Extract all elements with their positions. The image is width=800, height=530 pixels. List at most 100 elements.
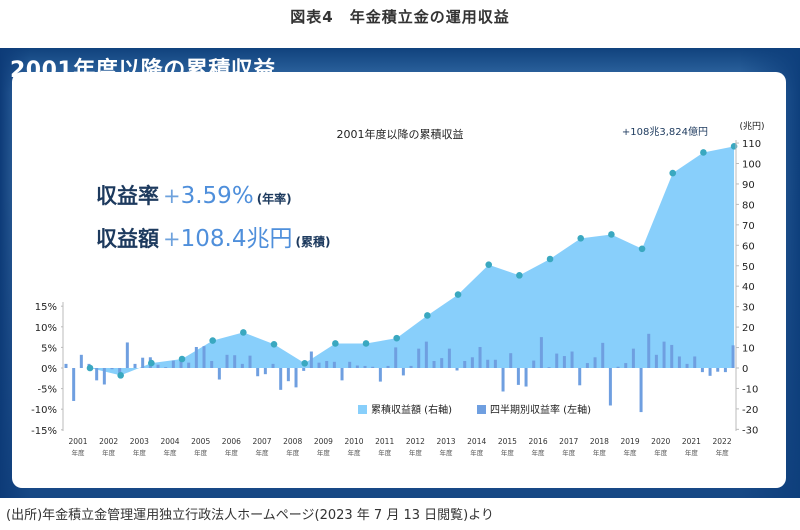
cumulative-point xyxy=(700,149,707,156)
return-amount-plus: + xyxy=(163,227,181,251)
quarterly-return-bar xyxy=(639,368,643,413)
x-axis-year-label: 2017 xyxy=(559,437,578,446)
x-axis-year-label: 2003 xyxy=(130,437,149,446)
quarterly-return-bar xyxy=(187,362,191,368)
x-axis-year-label: 2008 xyxy=(283,437,302,446)
x-axis-suffix-label: 年度 xyxy=(716,448,730,457)
quarterly-return-bar xyxy=(616,366,620,368)
cumulative-point xyxy=(117,372,124,379)
return-rate-value: 3.59% xyxy=(180,183,254,209)
x-axis-suffix-label: 年度 xyxy=(286,448,300,457)
quarterly-return-bar xyxy=(723,368,727,373)
quarterly-return-bar xyxy=(608,368,612,406)
x-axis-year-label: 2015 xyxy=(498,437,517,446)
right-axis-tick-label: 110 xyxy=(742,139,761,150)
return-amount-note: (累積) xyxy=(295,235,331,249)
right-axis-tick-label: 60 xyxy=(742,241,755,252)
return-rate-plus: + xyxy=(163,184,181,208)
quarterly-return-bar xyxy=(631,348,635,368)
x-axis-year-label: 2006 xyxy=(222,437,241,446)
right-axis-tick-label: 20 xyxy=(742,323,755,334)
quarterly-return-bar xyxy=(125,342,129,368)
quarterly-return-bar xyxy=(417,348,421,368)
quarterly-return-bar xyxy=(647,333,651,368)
legend-swatch-bar xyxy=(477,405,486,414)
quarterly-return-bar xyxy=(447,348,451,368)
quarterly-return-bar xyxy=(455,368,459,371)
quarterly-return-bar xyxy=(256,368,260,377)
x-axis-suffix-label: 年度 xyxy=(593,448,607,457)
right-axis-tick-label: 90 xyxy=(742,180,755,191)
quarterly-return-bar xyxy=(294,368,298,388)
quarterly-return-bar xyxy=(654,354,658,368)
x-axis-year-label: 2012 xyxy=(406,437,425,446)
cumulative-point xyxy=(240,329,247,336)
quarterly-return-bar xyxy=(386,365,390,368)
right-axis-tick-label: 100 xyxy=(742,160,761,171)
x-axis-year-label: 2020 xyxy=(651,437,670,446)
quarterly-return-bar xyxy=(72,368,76,401)
right-axis-unit: (兆円) xyxy=(739,121,764,132)
quarterly-return-bar xyxy=(363,365,367,368)
quarterly-return-bar xyxy=(555,353,559,368)
quarterly-return-bar xyxy=(570,351,574,368)
cumulative-point xyxy=(608,231,615,238)
quarterly-return-bar xyxy=(263,368,267,375)
quarterly-return-bar xyxy=(79,354,83,368)
return-rate-note: (年率) xyxy=(256,192,292,206)
right-axis-tick-label: 80 xyxy=(742,200,755,211)
return-amount-label: 収益額 xyxy=(96,227,159,251)
cumulative-points xyxy=(86,143,738,379)
x-axis-suffix-label: 年度 xyxy=(470,448,484,457)
x-axis-suffix-label: 年度 xyxy=(654,448,668,457)
x-axis-year-label: 2021 xyxy=(682,437,701,446)
quarterly-return-bar xyxy=(693,356,697,368)
x-axis-year-label: 2004 xyxy=(160,437,179,446)
cumulative-point xyxy=(209,337,216,344)
return-rate-stat: 収益率 +3.59% (年率) xyxy=(96,180,292,210)
left-axis-tick-label: 15% xyxy=(35,302,57,313)
cumulative-point xyxy=(86,364,94,372)
quarterly-return-bar xyxy=(355,365,359,368)
cumulative-point xyxy=(546,255,554,263)
x-axis-year-label: 2019 xyxy=(621,437,640,446)
left-axis-tick-label: 5% xyxy=(41,343,57,354)
cumulative-point xyxy=(424,312,431,319)
quarterly-return-bar xyxy=(240,363,244,368)
x-axis-year-label: 2014 xyxy=(467,437,486,446)
quarterly-return-bar xyxy=(593,357,597,368)
right-axis-tick-label: 0 xyxy=(742,364,748,375)
quarterly-return-bar xyxy=(539,337,543,368)
x-axis-suffix-label: 年度 xyxy=(501,448,515,457)
x-axis-year-label: 2002 xyxy=(99,437,118,446)
quarterly-return-bar xyxy=(325,360,329,368)
return-amount-stat: 収益額 +108.4兆円 (累積) xyxy=(96,219,330,253)
cumulative-point xyxy=(178,355,186,363)
quarterly-return-bar xyxy=(95,368,99,381)
quarterly-return-bar xyxy=(662,341,666,368)
quarterly-return-bar xyxy=(394,347,398,368)
quarterly-return-bar xyxy=(332,361,336,368)
cumulative-point xyxy=(393,334,401,342)
quarterly-return-bar xyxy=(401,368,405,376)
x-axis-suffix-label: 年度 xyxy=(378,448,392,457)
quarterly-return-bar xyxy=(731,345,735,368)
quarterly-return-bar xyxy=(478,346,482,368)
quarterly-return-bar xyxy=(225,354,229,368)
quarterly-return-bar xyxy=(501,368,505,392)
quarterly-return-bar xyxy=(516,368,520,385)
x-axis-year-label: 2011 xyxy=(375,437,394,446)
left-axis-tick-label: -15% xyxy=(31,426,57,437)
cumulative-point xyxy=(362,340,370,347)
cumulative-point xyxy=(669,169,677,177)
x-axis-year-label: 2022 xyxy=(713,437,732,446)
quarterly-return-bar xyxy=(118,368,122,375)
quarterly-return-bar xyxy=(700,368,704,373)
x-axis-suffix-label: 年度 xyxy=(348,448,362,457)
quarterly-return-bar xyxy=(171,360,175,368)
panel-title: 2001年度以降の累積収益 xyxy=(10,58,276,83)
x-axis-year-label: 2016 xyxy=(529,437,548,446)
left-axis-tick-label: -5% xyxy=(38,385,57,396)
cumulative-point xyxy=(638,245,646,253)
x-axis-year-label: 2013 xyxy=(436,437,455,446)
